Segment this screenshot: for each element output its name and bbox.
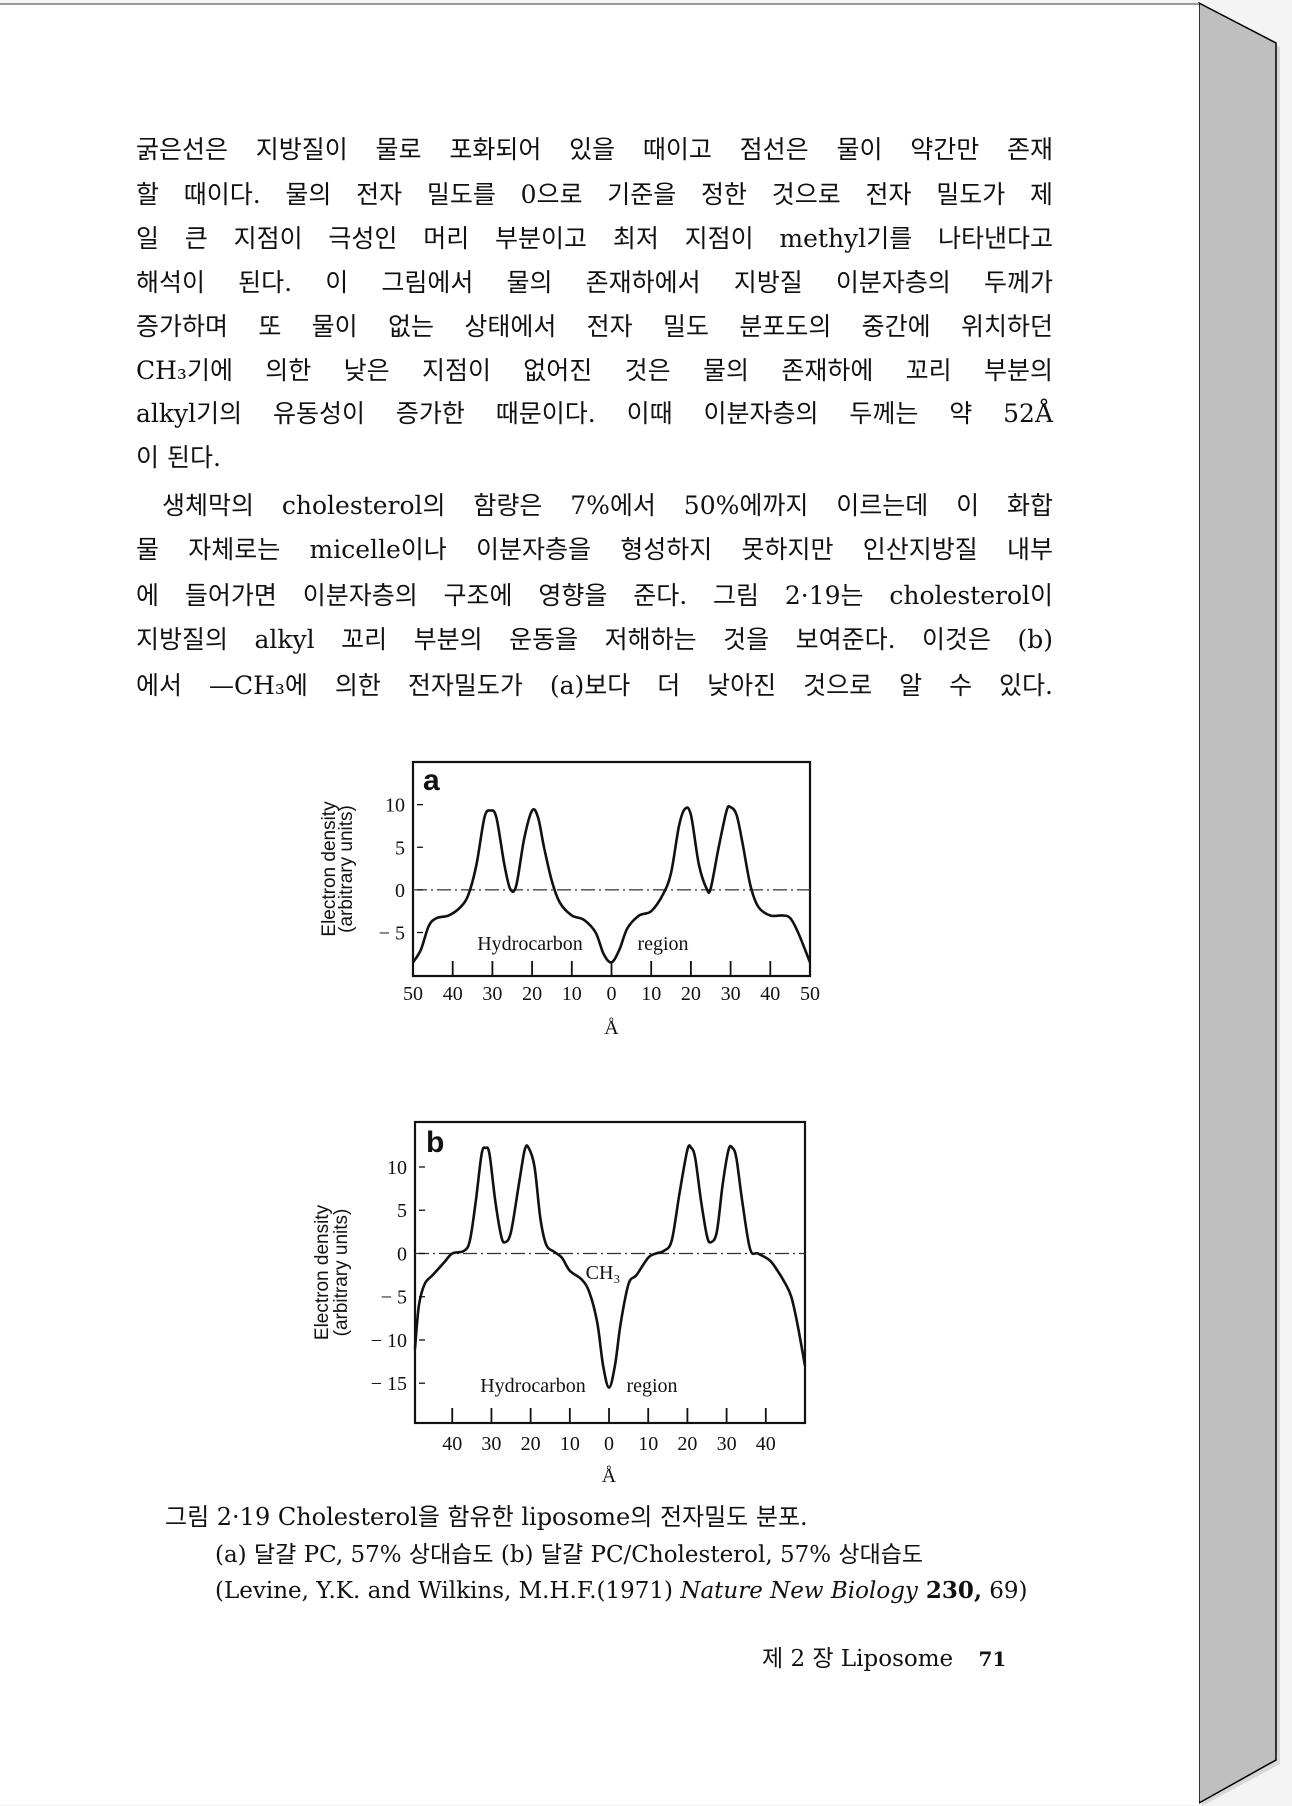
y-tick-label: 0	[395, 880, 405, 902]
ref-authors: (Levine, Y.K. and Wilkins, M.H.F.(1971)	[215, 1578, 681, 1604]
page-side	[1198, 1, 1277, 1805]
page-number: 71	[978, 1647, 1007, 1671]
x-tick-label: 10	[638, 1433, 658, 1455]
x-tick-label: 20	[681, 983, 701, 1005]
y-tick-label: − 15	[371, 1373, 407, 1395]
x-tick-label: 20	[677, 1433, 697, 1455]
book-page	[0, 3, 1199, 1805]
text-line: alkyl기의 유동성이 증가한 때문이다. 이때 이분자층의 두께는 약 52…	[136, 399, 1053, 428]
electron-density-curve	[413, 1144, 807, 1389]
text-line: 생체막의 cholesterol의 함량은 7%에서 50%에까지 이르는데 이…	[162, 491, 1053, 520]
annotation-region: region	[637, 933, 688, 955]
panel-label: a	[423, 764, 440, 797]
x-tick-label: 50	[403, 983, 423, 1005]
x-tick-label: 30	[721, 983, 741, 1005]
text-line: 해석이 된다. 이 그림에서 물의 존재하에서 지방질 이분자층의 두께가	[136, 268, 1053, 297]
text-line: 이 된다.	[136, 443, 221, 472]
y-tick-label: 10	[385, 795, 405, 817]
x-axis-label: Å	[602, 1465, 617, 1487]
x-tick-label: 10	[641, 983, 661, 1005]
x-tick-label: 10	[560, 1433, 580, 1455]
running-footer: 제 2 장 Liposome 71	[762, 1645, 1006, 1673]
text-line: 할 때이다. 물의 전자 밀도를 0으로 기준을 정한 것으로 전자 밀도가 제	[136, 180, 1053, 209]
y-axis-label: Electron density	[312, 1204, 333, 1340]
panel-label: b	[426, 1126, 444, 1159]
x-tick-label: 40	[442, 1433, 462, 1455]
text-line: 에 들어가면 이분자층의 구조에 영향을 준다. 그림 2·19는 choles…	[136, 581, 1053, 610]
text-line: CH₃기에 의한 낮은 지점이 없어진 것은 물의 존재하에 꼬리 부분의	[136, 356, 1053, 385]
x-axis-label: Å	[604, 1017, 619, 1039]
y-axis-label: Electron density	[319, 801, 340, 937]
chapter-title: 제 2 장 Liposome	[762, 1646, 954, 1672]
y-tick-label: − 5	[379, 923, 405, 945]
x-tick-label: 10	[562, 983, 582, 1005]
x-tick-label: 30	[481, 1433, 501, 1455]
y-tick-label: 0	[397, 1243, 407, 1265]
text-line: 일 큰 지점이 극성인 머리 부분이고 최저 지점이 methyl기를 나타낸다…	[136, 224, 1053, 253]
x-tick-label: 0	[604, 1433, 614, 1455]
ref-volume: 230,	[917, 1577, 982, 1604]
text-line: 굵은선은 지방질이 물로 포화되어 있을 때이고 점선은 물이 약간만 존재	[136, 135, 1053, 164]
x-tick-label: 20	[522, 983, 542, 1005]
electron-density-curve	[411, 804, 812, 964]
caption-conditions: (a) 달걀 PC, 57% 상대습도 (b) 달걀 PC/Cholestero…	[215, 1542, 924, 1568]
x-tick-label: 40	[756, 1433, 776, 1455]
y-tick-label: 5	[395, 837, 405, 859]
x-tick-label: 30	[482, 983, 502, 1005]
text-line: 증가하며 또 물이 없는 상태에서 전자 밀도 분포도의 중간에 위치하던	[136, 312, 1053, 341]
caption-reference: (Levine, Y.K. and Wilkins, M.H.F.(1971) …	[215, 1577, 1028, 1605]
y-tick-label: − 10	[371, 1330, 407, 1352]
text-line: 지방질의 alkyl 꼬리 부분의 운동을 저해하는 것을 보여준다. 이것은 …	[136, 625, 1053, 654]
annotation-ch3: CH₃	[586, 1262, 621, 1284]
plot-frame	[413, 1120, 807, 1425]
ref-journal: Nature New Biology	[680, 1578, 918, 1604]
y-tick-label: 10	[387, 1157, 407, 1179]
annotation-hydrocarbon: Hydrocarbon	[477, 933, 583, 955]
plot-frame	[411, 760, 812, 978]
chart-panel-b: b 40 30 20 10 0 10 20 30 40 10 5 0 − 5 − 10 − 15 Å Electr…	[312, 1120, 807, 1487]
y-tick-label: − 5	[381, 1287, 407, 1309]
caption-title: 그림 2·19 Cholesterol을 함유한 liposome의 전자밀도 …	[165, 1503, 808, 1531]
y-axis-label: (arbitrary units)	[331, 1209, 352, 1337]
x-tick-label: 0	[607, 983, 617, 1005]
annotation-region: region	[626, 1375, 677, 1397]
text-line: 물 자체로는 micelle이나 이분자층을 형성하지 못하지만 인산지방질 내…	[136, 535, 1053, 564]
y-axis-label: (arbitrary units)	[336, 805, 357, 933]
x-tick-label: 30	[717, 1433, 737, 1455]
annotation-hydrocarbon: Hydrocarbon	[480, 1375, 586, 1397]
ref-pages: 69)	[981, 1578, 1028, 1604]
y-tick-label: 5	[397, 1200, 407, 1222]
x-tick-label: 50	[800, 983, 820, 1005]
x-tick-label: 40	[443, 983, 463, 1005]
x-tick-label: 20	[521, 1433, 541, 1455]
x-tick-label: 40	[760, 983, 780, 1005]
text-line: 에서 —CH₃에 의한 전자밀도가 (a)보다 더 낮아진 것으로 알 수 있다…	[136, 671, 1053, 700]
